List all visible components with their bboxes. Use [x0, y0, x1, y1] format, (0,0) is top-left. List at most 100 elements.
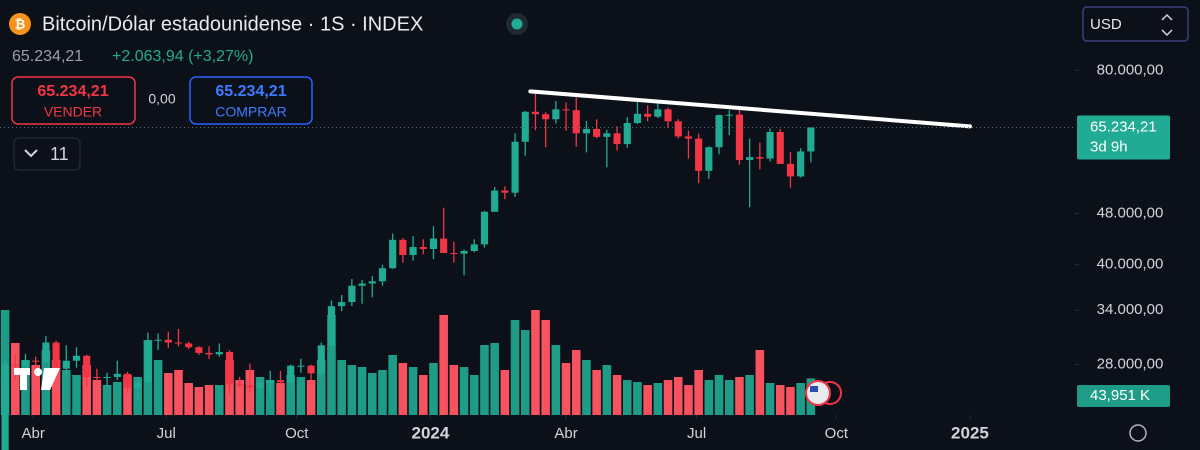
event-flag[interactable]	[805, 380, 831, 406]
volume-bar	[480, 345, 489, 415]
volume-bar	[235, 380, 244, 415]
candle-body	[399, 239, 407, 256]
candle-body	[746, 157, 754, 160]
candle-body	[705, 147, 713, 171]
candle-body	[327, 306, 336, 346]
candle-body	[42, 342, 50, 362]
volume-bar	[378, 370, 387, 415]
sell-label: VENDER	[44, 104, 102, 120]
candle-body	[256, 383, 264, 388]
volume-bar	[500, 370, 510, 415]
y-tick-label: 34.000,00	[1097, 301, 1164, 318]
candle-body	[807, 127, 815, 152]
volume-bar	[388, 355, 397, 415]
volume-bar	[31, 365, 40, 415]
currency: USD	[1090, 16, 1122, 33]
candle-body	[154, 339, 162, 341]
currency-select[interactable]	[1082, 6, 1189, 42]
candle-body	[613, 133, 621, 145]
candle-body	[419, 247, 427, 249]
candle-body	[521, 111, 529, 142]
candle-body	[266, 380, 274, 384]
select-arrows	[1161, 13, 1173, 37]
volume-bar	[327, 315, 336, 415]
candle-body	[11, 364, 19, 366]
candle-body	[623, 122, 631, 145]
y-tick-label: 40.000,00	[1097, 256, 1164, 273]
volume-bar	[153, 360, 163, 415]
candle-body	[287, 365, 295, 383]
volume-bar	[215, 385, 224, 415]
candle-body	[715, 115, 723, 148]
candle-body	[246, 385, 254, 388]
candle-body	[72, 355, 81, 361]
volume-bar	[123, 375, 132, 415]
logo	[14, 368, 60, 390]
volume-bar	[775, 385, 785, 415]
volume-bar	[765, 383, 775, 415]
volume-bar	[204, 385, 214, 415]
candle-body	[654, 109, 662, 117]
x-tick-label: Jul	[687, 425, 706, 442]
plot-area: 80.000,00 48.000,00 40.000,00 34.000,00 28.0…	[0, 61, 1170, 450]
price-label-box	[1077, 115, 1170, 160]
volume-bar	[643, 385, 652, 415]
candle-body	[684, 136, 693, 139]
volume-bar	[408, 367, 418, 415]
candle-body	[164, 339, 172, 343]
volume-bar	[51, 360, 61, 415]
volume-bar	[520, 330, 530, 415]
flag-canton	[810, 386, 818, 392]
candle-body	[633, 113, 642, 123]
candle-body	[185, 343, 193, 348]
volume-bar	[633, 382, 642, 415]
x-tick-label: 2025	[951, 423, 989, 442]
y-tick-label: 48.000,00	[1097, 205, 1164, 222]
volume-bar	[72, 375, 81, 415]
volume-bar	[62, 370, 71, 415]
volume-bar	[398, 363, 408, 415]
candle-body	[511, 141, 519, 193]
candle-body	[215, 351, 223, 355]
candle-body	[389, 239, 397, 269]
candle-body	[756, 157, 764, 159]
candle-body	[307, 365, 315, 374]
candle-body	[429, 238, 438, 249]
x-tick-label: Abr	[21, 425, 44, 442]
candle-body	[317, 345, 325, 374]
volume-bar	[571, 350, 581, 415]
indicators-toggle[interactable]	[13, 137, 81, 171]
y-tick-label: 28.000,00	[1097, 356, 1164, 373]
candle-body	[297, 365, 305, 367]
candle-body	[766, 132, 774, 159]
volume-bar	[592, 370, 601, 415]
volume-bar	[735, 377, 744, 415]
sell-button[interactable]	[11, 76, 136, 125]
candle-body	[1, 364, 9, 450]
volume-bar	[357, 367, 367, 415]
chevron	[24, 149, 38, 158]
volume-bar	[459, 367, 469, 415]
volume-bar	[510, 320, 520, 415]
candle-body	[134, 382, 142, 388]
candle-body	[450, 252, 458, 254]
volume-label: 43,951 K	[1090, 387, 1150, 404]
settings-icon[interactable]	[1129, 424, 1147, 442]
candle-body	[695, 138, 703, 171]
volume-label-box	[1077, 385, 1170, 407]
volume-bar	[347, 365, 357, 415]
candle-body	[786, 163, 795, 177]
volume-bar	[786, 387, 795, 415]
price-change: +2.063,94 (+3,27%)	[112, 48, 253, 65]
volume-bar	[602, 365, 612, 415]
coin-symbol: ₿	[15, 16, 26, 31]
volume-bar	[449, 365, 459, 415]
candle-body	[103, 376, 111, 379]
volume-bar	[684, 385, 693, 415]
volume-bar	[184, 383, 193, 415]
candle-body	[62, 360, 70, 369]
candle-body	[358, 283, 366, 286]
buy-button[interactable]	[189, 76, 313, 125]
volume-bar	[745, 375, 754, 415]
y-tick-label: 80.000,00	[1097, 61, 1164, 78]
